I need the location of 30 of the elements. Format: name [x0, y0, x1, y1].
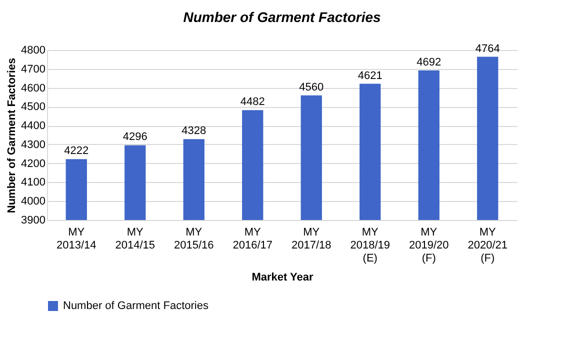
y-tick-label: 3900 [21, 214, 46, 226]
y-tick-label: 4700 [21, 63, 46, 76]
x-tick-label: MY 2015/16 [174, 226, 214, 252]
data-label: 4222 [64, 145, 89, 158]
data-label: 4482 [240, 96, 265, 108]
chart-title: Number of Garment Factories [183, 8, 382, 25]
x-tick-label: MY 2014/15 [115, 226, 156, 252]
y-tick-label: 4100 [21, 176, 46, 189]
y-tick-label: 4000 [21, 196, 46, 208]
y-axis-title: Number of Garment Factories [6, 58, 18, 214]
legend-label: Number of Garment Factories [63, 300, 209, 312]
x-tick-label: MY 2017/18 [291, 226, 332, 252]
y-tick-label: 4600 [21, 82, 46, 94]
x-tick-label: MY 2018/19 (E) [350, 226, 390, 264]
x-tick-label: MY 2019/20 (F) [408, 226, 449, 264]
data-label: 4764 [475, 42, 500, 55]
x-tick-label: MY 2020/21 (F) [468, 226, 508, 264]
y-tick-label: 4200 [21, 158, 46, 170]
x-tick-label: MY 2016/17 [232, 226, 273, 252]
x-axis-title: Market Year [252, 272, 314, 284]
y-tick-label: 4800 [21, 44, 46, 56]
data-label: 4560 [299, 81, 324, 94]
data-label: 4621 [358, 70, 382, 82]
data-label: 4296 [122, 131, 148, 144]
y-tick-label: 4500 [21, 101, 46, 114]
x-tick-label: MY 2013/14 [56, 226, 96, 252]
data-label: 4692 [416, 56, 442, 68]
y-tick-label: 4400 [21, 120, 46, 132]
data-label: 4328 [182, 125, 206, 138]
y-tick-label: 4300 [21, 138, 46, 151]
